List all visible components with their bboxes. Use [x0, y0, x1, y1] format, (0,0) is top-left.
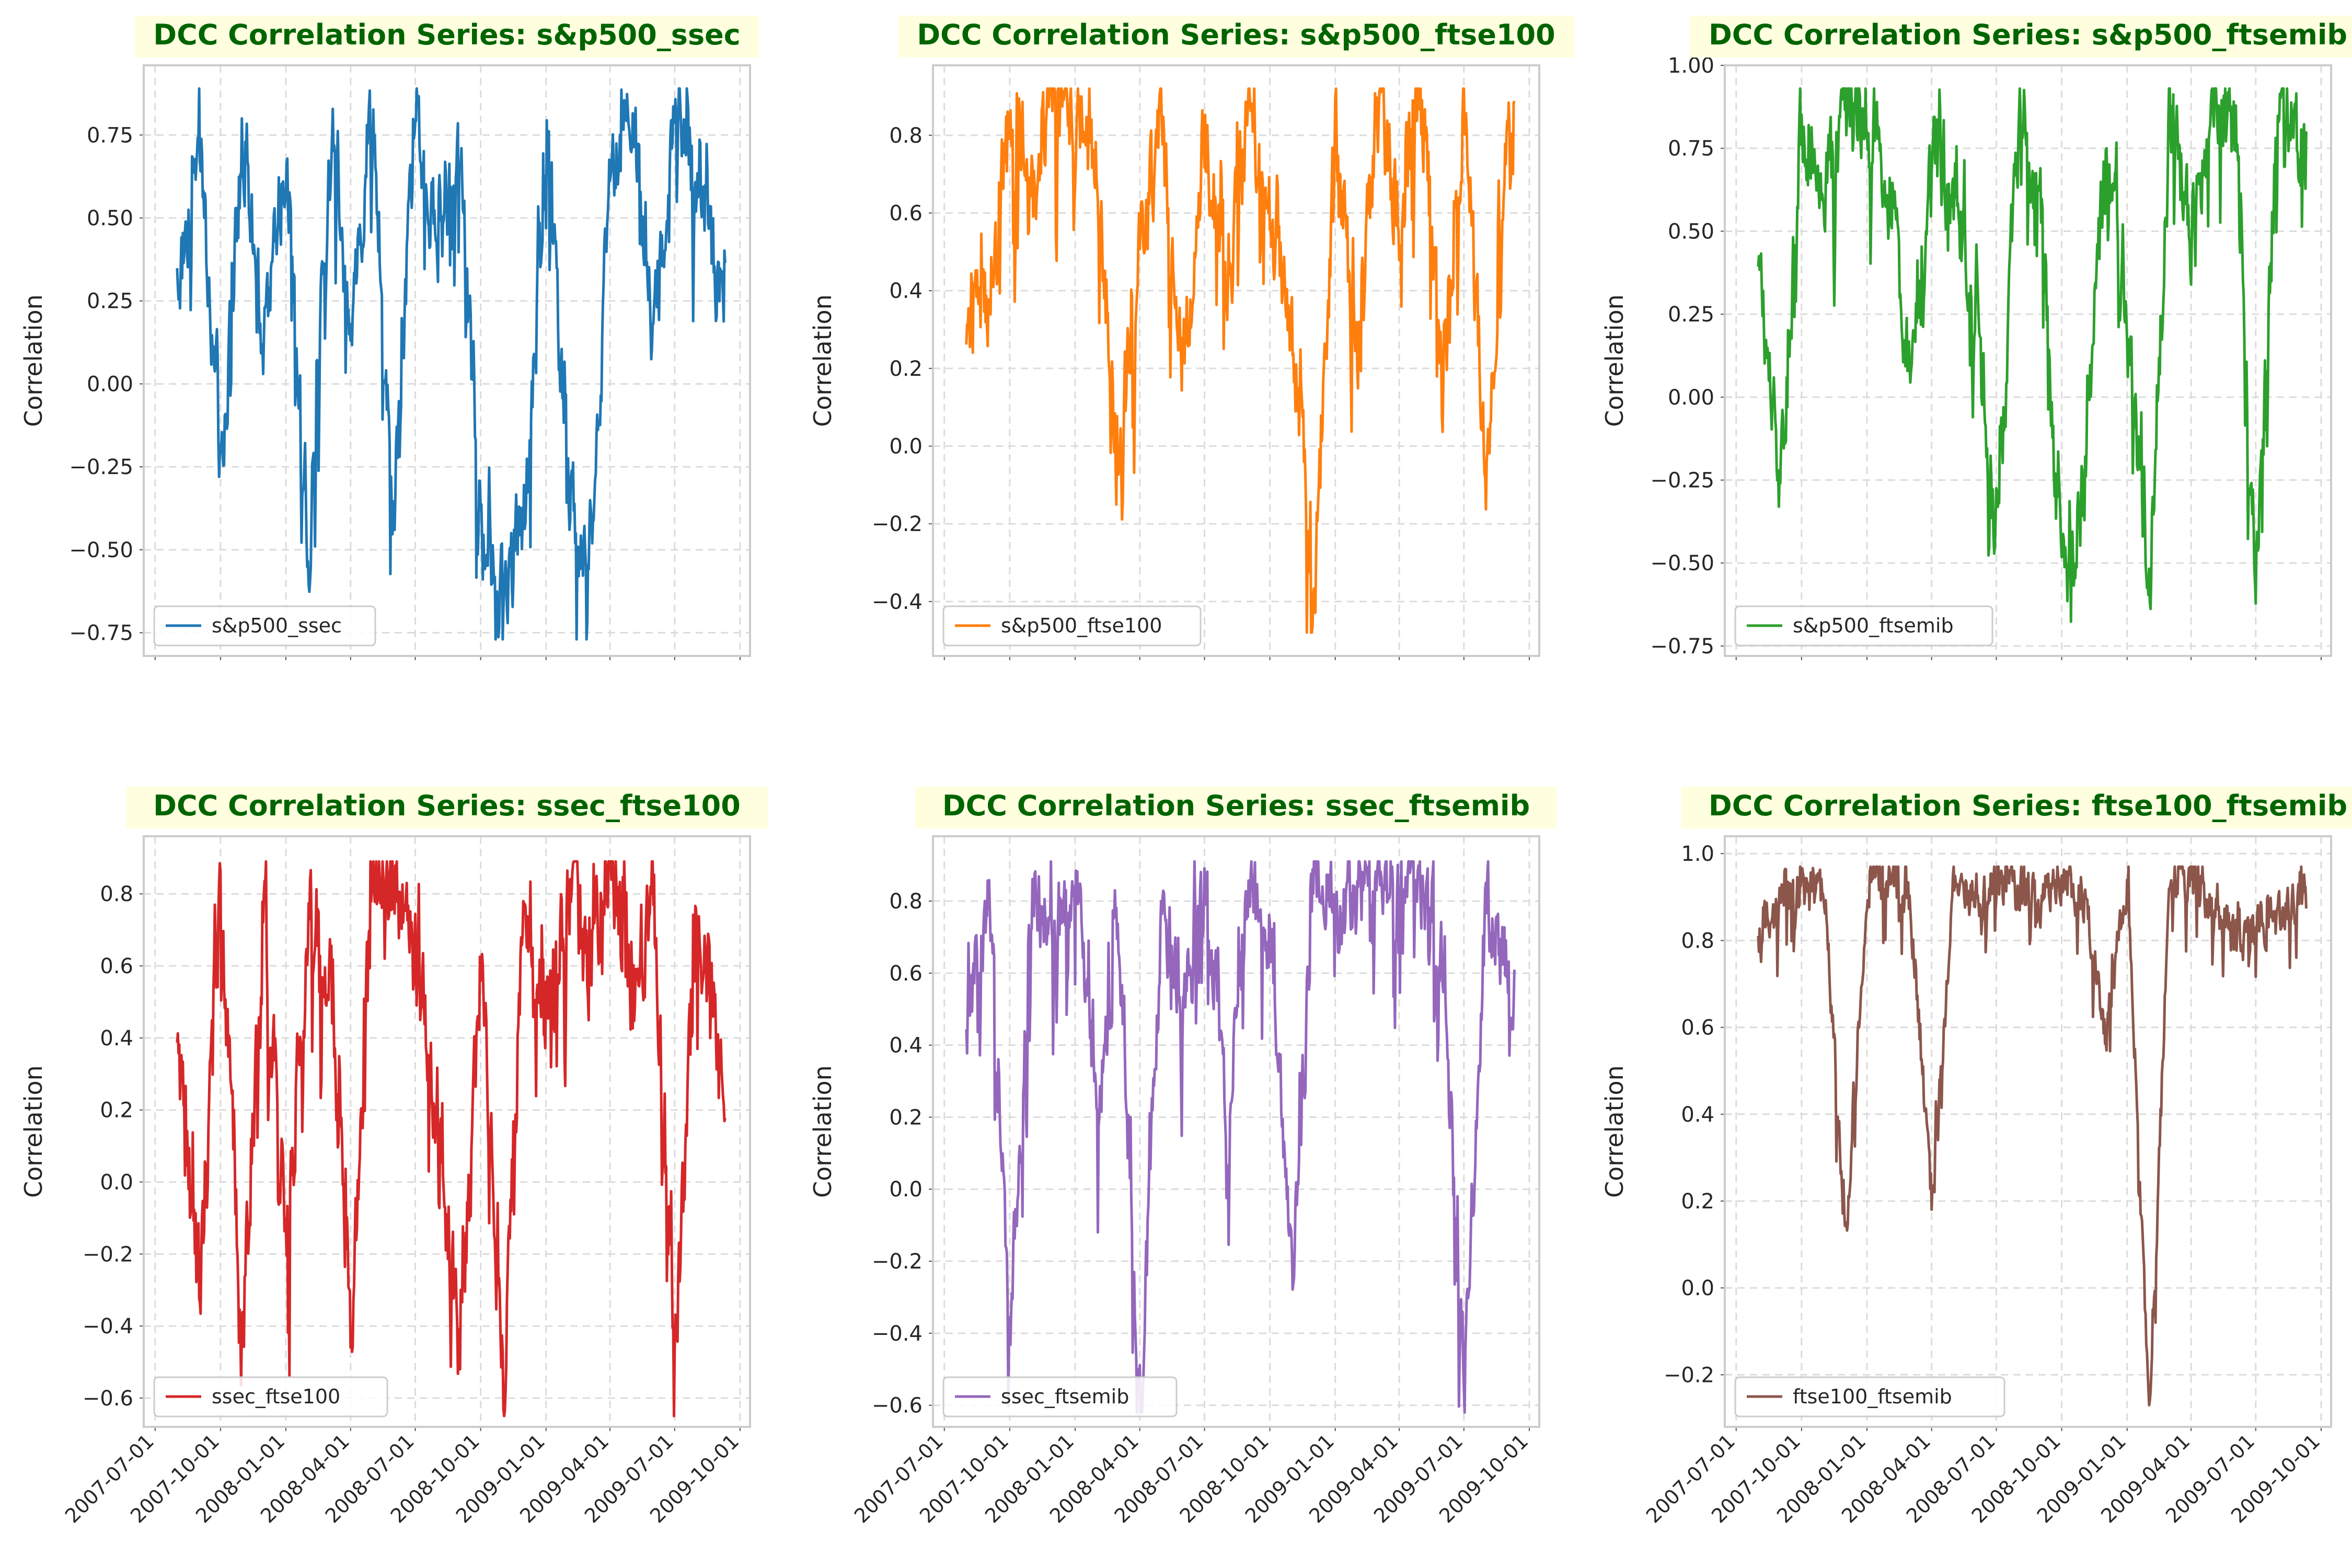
y-tick-label: 0.6	[889, 202, 923, 226]
y-tick-label: 0.2	[100, 1099, 133, 1123]
title-background	[126, 787, 768, 828]
y-tick-label: 0.2	[889, 357, 923, 381]
legend-label: ssec_ftse100	[212, 1385, 340, 1408]
y-tick-label: −0.75	[1650, 635, 1714, 659]
y-tick-label: −0.75	[69, 621, 133, 645]
subplot-s-p500-ssec: −0.75 −0.50 −0.25 0.00 0.25 0.50 0.75 Correlati…	[19, 16, 759, 660]
title-background	[134, 16, 759, 57]
y-tick-label: −0.4	[872, 590, 923, 614]
title-background	[898, 16, 1574, 57]
y-tick-label: −0.6	[872, 1394, 923, 1418]
legend-label: s&p500_ftsemib	[1793, 614, 1954, 637]
legend-box	[1734, 605, 1993, 647]
title-background	[1690, 16, 2352, 57]
y-tick-label: −0.50	[69, 538, 133, 562]
y-tick-label: 0.6	[889, 962, 923, 986]
y-tick-label: −0.2	[872, 512, 923, 536]
series-line	[176, 87, 727, 641]
subplot-ssec-ftsemib: −0.6−0.4−0.20.00.20.40.60.82007-07-01200…	[809, 787, 1557, 1528]
y-axis-label: Correlation	[19, 294, 48, 427]
legend-box	[153, 1376, 388, 1417]
y-tick-label: −0.6	[83, 1387, 133, 1411]
chart-title: DCC Correlation Series: ssec_ftsemib	[942, 789, 1530, 822]
y-tick-label: 0.6	[100, 954, 133, 978]
y-tick-label: 1.00	[1668, 54, 1714, 78]
y-tick-label: −0.25	[1650, 469, 1714, 493]
axes-frame	[1724, 835, 2332, 1428]
subplot-s-p500-ftse100: −0.4 −0.2 0.0 0.2 0.4 0.6 0.8 Correlation DCC Co…	[809, 16, 1574, 660]
title-background	[915, 787, 1557, 828]
subplot-ssec-ftse100: −0.6−0.4−0.20.00.20.40.60.82007-07-01200…	[19, 787, 768, 1528]
plot-area	[933, 836, 1539, 1427]
chart-title: DCC Correlation Series: s&p500_ftsemib	[1709, 18, 2347, 51]
y-tick-label: 0.4	[100, 1027, 133, 1051]
legend-label: ssec_ftsemib	[1001, 1385, 1129, 1408]
y-axis-label: Correlation	[809, 1065, 837, 1198]
y-tick-label: −0.25	[69, 455, 133, 479]
axes-frame	[143, 64, 751, 657]
y-tick-label: 0.8	[889, 890, 923, 914]
y-tick-label: 0.8	[889, 124, 923, 148]
y-tick-label: −0.4	[872, 1322, 923, 1346]
y-tick-label: 0.0	[1681, 1276, 1714, 1300]
chart-title: DCC Correlation Series: s&p500_ftse100	[917, 18, 1555, 51]
y-tick-label: 0.0	[889, 1178, 923, 1202]
legend-label: s&p500_ssec	[212, 614, 342, 637]
y-tick-label: −0.2	[83, 1242, 133, 1266]
y-tick-label: 0.75	[87, 123, 133, 147]
y-tick-label: −0.50	[1650, 551, 1714, 575]
series-line	[1757, 865, 2308, 1406]
y-tick-label: 1.0	[1681, 842, 1714, 866]
y-tick-label: 0.25	[1668, 303, 1714, 327]
axes-frame	[932, 64, 1540, 657]
chart-title: DCC Correlation Series: s&p500_ssec	[153, 18, 740, 51]
axes-frame	[1724, 64, 2332, 657]
chart-title: DCC Correlation Series: ssec_ftse100	[153, 789, 741, 822]
y-tick-label: 0.6	[1681, 1016, 1714, 1040]
y-tick-label: 0.00	[1668, 386, 1714, 410]
y-axis-label: Correlation	[1600, 1065, 1629, 1198]
subplot-s-p500-ftsemib: −0.75 −0.50 −0.25 0.00 0.25 0.50 0.75 1.00 Corre…	[1600, 16, 2352, 660]
y-tick-label: 0.2	[1681, 1190, 1714, 1214]
y-tick-label: 0.4	[889, 279, 923, 303]
subplot-ftse100-ftsemib: −0.20.00.20.40.60.81.02007-07-012007-10-…	[1600, 787, 2352, 1528]
y-tick-label: 0.8	[100, 882, 133, 906]
y-tick-label: 0.4	[1681, 1103, 1714, 1127]
y-tick-label: 0.0	[100, 1170, 133, 1194]
y-tick-label: 0.4	[889, 1034, 923, 1058]
y-tick-label: −0.4	[83, 1315, 133, 1339]
y-tick-label: −0.2	[1664, 1363, 1714, 1387]
chart-title: DCC Correlation Series: ftse100_ftsemib	[1709, 789, 2347, 822]
series-line	[965, 860, 1516, 1414]
y-tick-label: 0.50	[87, 206, 133, 230]
series-line	[965, 87, 1516, 634]
legend-box	[1734, 1376, 2005, 1417]
y-tick-label: 0.00	[87, 372, 133, 396]
legend-box	[153, 605, 376, 647]
y-tick-label: 0.2	[889, 1105, 923, 1129]
y-tick-label: 0.25	[87, 290, 133, 314]
legend-label: s&p500_ftse100	[1001, 614, 1162, 637]
y-tick-label: 0.8	[1681, 929, 1714, 953]
title-background	[1681, 787, 2352, 828]
series-line	[1757, 87, 2308, 623]
y-tick-label: 0.0	[889, 435, 923, 459]
y-tick-label: 0.75	[1668, 137, 1714, 161]
y-tick-label: −0.2	[872, 1250, 923, 1274]
y-axis-label: Correlation	[19, 1065, 48, 1198]
plot-area	[144, 65, 750, 656]
legend-box	[942, 605, 1202, 647]
axes-frame	[143, 835, 751, 1428]
y-tick-label: 0.50	[1668, 220, 1714, 244]
legend-label: ftse100_ftsemib	[1793, 1385, 1952, 1408]
legend-box	[942, 1376, 1178, 1417]
y-axis-label: Correlation	[1600, 294, 1629, 427]
series-line	[176, 860, 727, 1417]
axes-frame	[932, 835, 1540, 1428]
y-axis-label: Correlation	[809, 294, 837, 427]
